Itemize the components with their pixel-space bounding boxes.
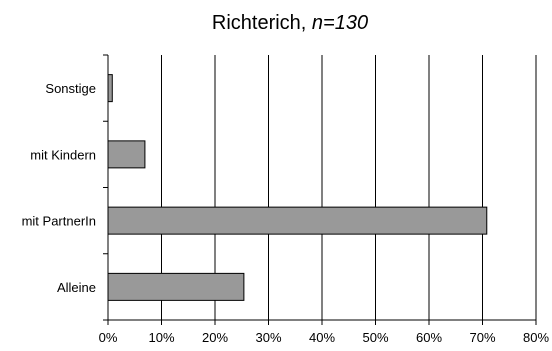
x-tick-label: 60% (416, 330, 442, 345)
category-label: Sonstige (45, 81, 96, 96)
chart-title: Richterich, n=130 (212, 12, 368, 34)
chart-title-italic: n=130 (312, 12, 368, 34)
category-label: Alleine (57, 280, 96, 295)
bar (107, 206, 488, 235)
category-label: mit Kindern (30, 147, 96, 162)
x-tick-label: 70% (469, 330, 495, 345)
x-tick-label: 30% (255, 330, 281, 345)
axes (103, 54, 537, 325)
bars (107, 74, 488, 301)
bar (107, 74, 113, 103)
tick-labels: 0% 10% 20% 30% 40% 50% 60% 70% 80% (99, 330, 550, 345)
x-tick-label: 50% (362, 330, 388, 345)
grid-lines (161, 55, 537, 320)
bar (107, 140, 146, 169)
category-labels: Alleine mit PartnerIn mit Kindern Sonstige (22, 81, 96, 295)
x-tick-label: 0% (99, 330, 118, 345)
category-label: mit PartnerIn (22, 214, 96, 229)
x-tick-label: 20% (202, 330, 228, 345)
x-tick-label: 80% (523, 330, 549, 345)
chart-title-main: Richterich, (212, 12, 312, 34)
bar (107, 272, 245, 301)
x-tick-label: 40% (309, 330, 335, 345)
x-tick-label: 10% (148, 330, 174, 345)
